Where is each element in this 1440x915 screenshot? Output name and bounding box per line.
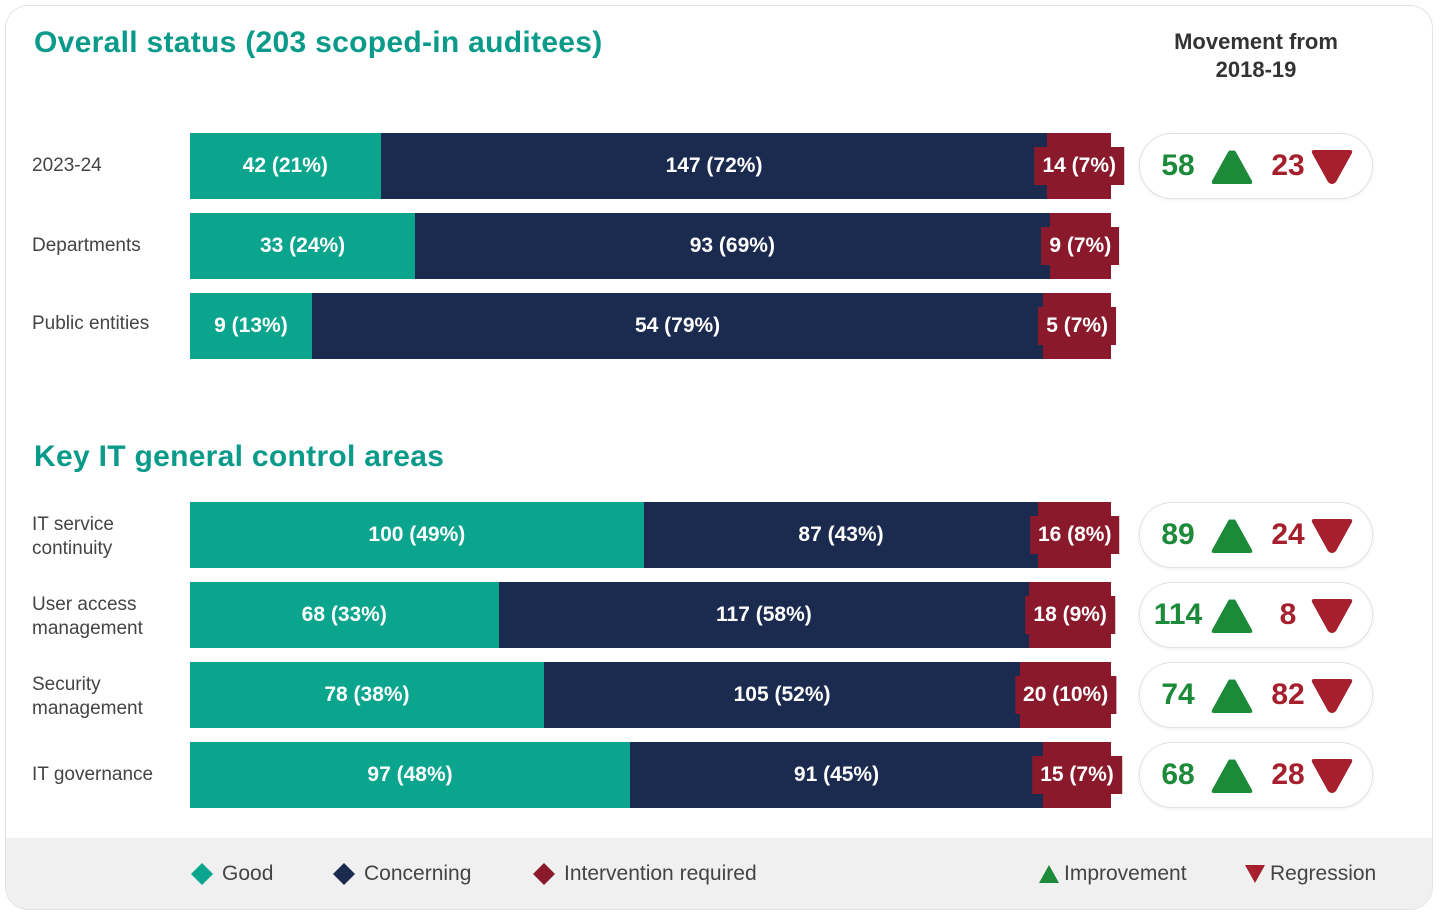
bar-segment-concerning: 87 (43%) <box>643 502 1039 568</box>
improvement-count: 68 <box>1161 758 1195 791</box>
section-title-controls: Key IT general control areas <box>34 440 445 473</box>
movement-pill: 89 24 <box>1140 503 1372 567</box>
movement-pill: 68 28 <box>1140 743 1372 807</box>
intervention-label: 20 (10%) <box>1015 676 1117 714</box>
legend-intervention: Intervention required <box>532 838 757 909</box>
stacked-bar: 68 (33%) 117 (58%) <box>190 582 1111 648</box>
bar-segment-concerning: 147 (72%) <box>380 133 1048 199</box>
row-label: IT service continuity <box>32 514 115 559</box>
triangle-down-icon <box>1311 679 1353 713</box>
triangle-up-icon <box>1211 759 1253 793</box>
triangle-down-icon <box>1311 759 1353 793</box>
triangle-up-icon <box>1211 599 1253 633</box>
legend-good-label: Good <box>222 861 274 885</box>
movement-pill: 114 8 <box>1140 583 1372 647</box>
bar-segment-good: 9 (13%) <box>190 293 312 359</box>
movement-pill: 58 23 <box>1140 134 1372 198</box>
diamond-intervention-icon <box>533 862 555 885</box>
legend-concerning-label: Concerning <box>364 861 472 885</box>
triangle-up-icon <box>1211 679 1253 713</box>
bar-segment-concerning: 93 (69%) <box>415 213 1050 279</box>
row-label: IT governance <box>32 764 154 785</box>
legend-bar: Good Concerning Intervention required Im… <box>6 838 1432 909</box>
improvement-count: 58 <box>1161 149 1195 182</box>
section-title-overall: Overall status (203 scoped-in auditees) <box>34 26 603 59</box>
stacked-bar: 97 (48%) 91 (45%) <box>190 742 1111 808</box>
legend-intervention-label: Intervention required <box>564 861 757 885</box>
stacked-bar: 42 (21%) 147 (72%) <box>190 133 1111 199</box>
triangle-up-icon <box>1039 864 1059 883</box>
diamond-good-icon <box>191 862 213 885</box>
movement-header: Movement from 2018-19 <box>1150 28 1362 84</box>
intervention-label: 16 (8%) <box>1029 516 1120 554</box>
bar-segment-good: 78 (38%) <box>190 662 544 728</box>
bar-segment-concerning: 117 (58%) <box>498 582 1030 648</box>
row-label: Security management <box>32 674 143 719</box>
stacked-bar: 9 (13%) 54 (79%) <box>190 293 1111 359</box>
intervention-label: 9 (7%) <box>1041 227 1120 265</box>
triangle-down-icon <box>1245 864 1265 883</box>
legend-good: Good <box>190 838 273 909</box>
bar-segment-good: 33 (24%) <box>190 213 416 279</box>
intervention-label: 5 (7%) <box>1038 307 1117 345</box>
bar-segment-concerning: 91 (45%) <box>630 742 1043 808</box>
triangle-down-icon <box>1311 150 1353 184</box>
legend-regression-label: Regression <box>1270 861 1377 885</box>
improvement-count: 74 <box>1161 678 1195 711</box>
intervention-label: 14 (7%) <box>1034 147 1124 185</box>
bar-segment-good: 42 (21%) <box>190 133 381 199</box>
stacked-bar: 100 (49%) 87 (43%) <box>190 502 1111 568</box>
bar-segment-good: 68 (33%) <box>190 582 499 648</box>
improvement-count: 89 <box>1161 518 1195 551</box>
triangle-down-icon <box>1311 599 1353 633</box>
legend-improvement: Improvement <box>1038 838 1187 909</box>
row-label: User access management <box>32 594 143 639</box>
bar-segment-concerning: 54 (79%) <box>311 293 1044 359</box>
stacked-bar: 33 (24%) 93 (69%) <box>190 213 1111 279</box>
regression-count: 82 <box>1271 678 1305 711</box>
legend-concerning: Concerning <box>332 838 471 909</box>
triangle-down-icon <box>1311 519 1353 553</box>
improvement-count: 114 <box>1153 598 1203 631</box>
triangle-up-icon <box>1211 519 1253 553</box>
movement-pill: 74 82 <box>1140 663 1372 727</box>
bar-segment-concerning: 105 (52%) <box>543 662 1021 728</box>
regression-count: 23 <box>1271 149 1305 182</box>
regression-count: 8 <box>1279 598 1297 631</box>
triangle-up-icon <box>1211 150 1253 184</box>
stacked-bar: 78 (38%) 105 (52%) <box>190 662 1111 728</box>
bar-segment-good: 97 (48%) <box>190 742 631 808</box>
row-label: 2023-24 <box>32 155 102 176</box>
row-label: Departments <box>32 235 141 256</box>
intervention-label: 15 (7%) <box>1032 756 1122 794</box>
regression-count: 28 <box>1271 758 1305 791</box>
regression-count: 24 <box>1271 518 1305 551</box>
movement-header-line-1: Movement from <box>1174 29 1338 54</box>
bar-segment-good: 100 (49%) <box>190 502 644 568</box>
diamond-concerning-icon <box>333 862 355 885</box>
row-label: Public entities <box>32 313 150 334</box>
legend-regression: Regression <box>1244 838 1376 909</box>
legend-improvement-label: Improvement <box>1064 861 1187 885</box>
movement-header-line-2: 2018-19 <box>1215 57 1297 82</box>
intervention-label: 18 (9%) <box>1025 596 1115 634</box>
